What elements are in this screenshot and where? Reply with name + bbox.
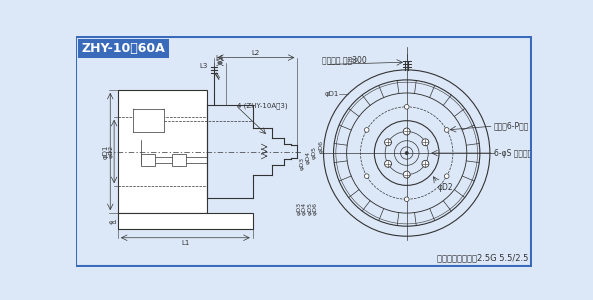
Circle shape xyxy=(364,174,369,178)
Circle shape xyxy=(404,104,409,109)
Text: φD5: φD5 xyxy=(307,202,312,214)
Text: φD4: φD4 xyxy=(302,202,307,215)
Circle shape xyxy=(385,139,391,146)
Text: 取付用6-Pねじ: 取付用6-Pねじ xyxy=(494,122,529,130)
Text: φD6: φD6 xyxy=(313,202,318,214)
Circle shape xyxy=(403,128,410,135)
Text: 6-φS （等分）: 6-φS （等分） xyxy=(494,148,532,158)
Text: φD3: φD3 xyxy=(296,202,301,215)
Text: φD1: φD1 xyxy=(103,144,109,159)
Bar xyxy=(118,213,253,229)
Circle shape xyxy=(385,160,391,167)
Bar xyxy=(141,154,155,166)
Text: L3: L3 xyxy=(200,63,208,69)
Text: 塔装色：マンセル2.5G 5.5/2.5: 塔装色：マンセル2.5G 5.5/2.5 xyxy=(437,254,528,262)
Circle shape xyxy=(405,152,408,154)
Circle shape xyxy=(444,128,449,132)
Text: φD2: φD2 xyxy=(109,145,114,158)
Circle shape xyxy=(422,160,429,167)
Bar xyxy=(78,39,169,58)
Text: L2: L2 xyxy=(251,50,260,56)
Circle shape xyxy=(404,197,409,202)
Text: ZHY-10～60A: ZHY-10～60A xyxy=(82,42,165,55)
Text: リード線 長さ300: リード線 長さ300 xyxy=(322,56,366,64)
Circle shape xyxy=(403,171,410,178)
Text: φd: φd xyxy=(108,220,116,225)
Text: L1: L1 xyxy=(181,240,190,246)
Text: φD5: φD5 xyxy=(312,146,317,159)
Text: φD4: φD4 xyxy=(306,151,311,164)
Circle shape xyxy=(364,128,369,132)
Text: L4: L4 xyxy=(216,56,224,62)
Text: φD2: φD2 xyxy=(438,183,453,192)
Text: φD1: φD1 xyxy=(324,91,339,97)
Text: φD6: φD6 xyxy=(318,140,323,153)
Circle shape xyxy=(444,174,449,178)
Bar xyxy=(133,109,164,132)
Text: φD3: φD3 xyxy=(299,157,305,169)
Circle shape xyxy=(422,139,429,146)
Text: 4 (ZHY-10Aは3): 4 (ZHY-10Aは3) xyxy=(237,102,288,109)
Bar xyxy=(172,154,186,166)
Bar xyxy=(118,90,206,213)
Text: ±30: ±30 xyxy=(347,58,358,63)
